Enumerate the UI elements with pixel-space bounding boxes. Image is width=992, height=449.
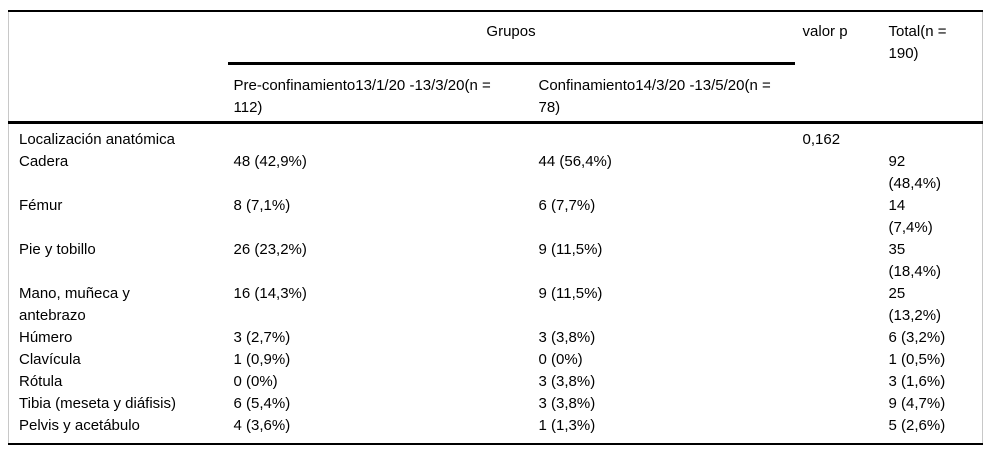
table-row: Localización anatómica 0,162 <box>8 121 983 151</box>
header-row-groups: Grupos valor p Total(n = 190) <box>9 11 983 65</box>
total-value: 14 (7,4%) <box>888 197 933 236</box>
row-label: Localización anatómica <box>8 121 228 151</box>
pre-confinement-header: Pre-confinamiento13/1/20 -13/3/20(n = 11… <box>233 77 491 116</box>
anatomical-location-table: Grupos valor p Total(n = 190) Pre-confin… <box>8 10 984 445</box>
pre-confinement-value <box>227 121 534 151</box>
p-value: 0,162 <box>794 121 881 151</box>
p-value <box>795 415 881 444</box>
table-row: Cadera 48 (42,9%) 44 (56,4%) 92 (48,4%) <box>9 151 983 195</box>
table-row: Rótula 0 (0%) 3 (3,8%) 3 (1,6%) <box>9 371 983 393</box>
grupos-header: Grupos <box>227 11 795 65</box>
table-row: Mano, muñeca y antebrazo 16 (14,3%) 9 (1… <box>9 283 983 327</box>
row-label: Rótula <box>19 373 63 390</box>
pre-confinement-value: 1 (0,9%) <box>233 351 291 368</box>
p-value <box>795 283 881 327</box>
row-label: Tibia (meseta y diáfisis) <box>19 395 176 412</box>
row-label: Pelvis y acetábulo <box>19 417 140 434</box>
total-value: 92 (48,4%) <box>888 153 942 192</box>
table-row: Húmero 3 (2,7%) 3 (3,8%) 6 (3,2%) <box>9 327 983 349</box>
confinement-value: 6 (7,7%) <box>538 197 596 214</box>
confinement-value: 9 (11,5%) <box>538 285 603 302</box>
header-row-subgroups: Pre-confinamiento13/1/20 -13/3/20(n = 11… <box>9 64 983 123</box>
total-value: 25 (13,2%) <box>888 285 942 324</box>
pre-confinement-value: 26 (23,2%) <box>233 241 307 258</box>
confinement-value: 1 (1,3%) <box>538 417 596 434</box>
table-row: Tibia (meseta y diáfisis) 6 (5,4%) 3 (3,… <box>9 393 983 415</box>
total-header: Total(n = 190) <box>888 23 947 62</box>
table-row: Fémur 8 (7,1%) 6 (7,7%) 14 (7,4%) <box>9 195 983 239</box>
p-value <box>795 349 881 371</box>
total-value <box>880 121 983 151</box>
confinement-value: 9 (11,5%) <box>538 241 603 258</box>
row-label: Clavícula <box>19 351 81 368</box>
total-value: 3 (1,6%) <box>888 373 946 390</box>
total-value: 5 (2,6%) <box>888 417 946 434</box>
confinement-value: 44 (56,4%) <box>538 153 612 170</box>
confinement-value: 0 (0%) <box>538 351 583 368</box>
table-row: Pie y tobillo 26 (23,2%) 9 (11,5%) 35 (1… <box>9 239 983 283</box>
pre-confinement-value: 6 (5,4%) <box>233 395 291 412</box>
pre-confinement-value: 0 (0%) <box>233 373 278 390</box>
p-value <box>795 151 881 195</box>
confinement-value: 3 (3,8%) <box>538 329 596 346</box>
total-value: 1 (0,5%) <box>888 351 946 368</box>
row-label: Fémur <box>19 197 63 214</box>
total-value: 35 (18,4%) <box>888 241 942 280</box>
row-label: Cadera <box>19 153 69 170</box>
p-value <box>795 393 881 415</box>
total-value: 9 (4,7%) <box>888 395 946 412</box>
row-label: Mano, muñeca y antebrazo <box>19 285 130 324</box>
row-label: Pie y tobillo <box>19 241 96 258</box>
pre-confinement-value: 3 (2,7%) <box>233 329 291 346</box>
confinement-value <box>533 121 795 151</box>
pre-confinement-value: 8 (7,1%) <box>233 197 291 214</box>
p-value <box>795 239 881 283</box>
p-value <box>795 371 881 393</box>
pre-confinement-value: 48 (42,9%) <box>233 153 307 170</box>
table-row: Pelvis y acetábulo 4 (3,6%) 1 (1,3%) 5 (… <box>9 415 983 444</box>
confinement-value: 3 (3,8%) <box>538 373 596 390</box>
pre-confinement-value: 16 (14,3%) <box>233 285 307 302</box>
p-value <box>795 195 881 239</box>
p-value <box>795 327 881 349</box>
total-value: 6 (3,2%) <box>888 329 946 346</box>
row-label: Húmero <box>19 329 73 346</box>
valor-p-header: valor p <box>802 23 848 40</box>
pre-confinement-value: 4 (3,6%) <box>233 417 291 434</box>
confinement-value: 3 (3,8%) <box>538 395 596 412</box>
table-row: Clavícula 1 (0,9%) 0 (0%) 1 (0,5%) <box>9 349 983 371</box>
confinement-header: Confinamiento14/3/20 -13/5/20(n = 78) <box>538 77 771 116</box>
empty-header-cell <box>9 11 228 123</box>
